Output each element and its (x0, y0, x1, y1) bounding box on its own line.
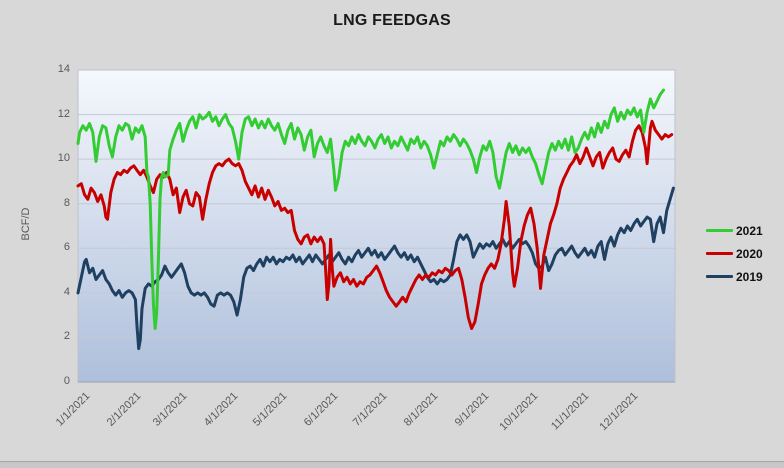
y-axis-title: BCF/D (20, 207, 32, 241)
y-tick-label-0: 0 (63, 375, 70, 387)
bottom-edge-chrome (0, 461, 784, 468)
y-tick-label-6: 6 (63, 241, 70, 254)
legend-line-swatch-2019 (706, 275, 733, 278)
chart-legend: 2021 2020 2019 (706, 219, 763, 288)
legend-item-2019: 2019 (706, 265, 763, 288)
y-tick-label-14: 14 (57, 63, 70, 75)
y-tick-label-10: 10 (57, 152, 70, 165)
legend-label: 2020 (736, 246, 763, 261)
series-line-2021 (76, 88, 665, 330)
series-line-2019 (76, 186, 675, 351)
legend-line-swatch-2021 (706, 229, 733, 232)
y-tick-label-4: 4 (63, 285, 70, 298)
legend-label: 2019 (736, 269, 763, 284)
y-tick-label-12: 12 (57, 107, 70, 120)
y-tick-label-2: 2 (63, 330, 70, 343)
plot-background (78, 70, 675, 382)
legend-line-swatch-2020 (706, 252, 733, 255)
legend-label: 2021 (736, 223, 763, 238)
chart-title: LNG FEEDGAS (333, 12, 451, 29)
y-tick-label-8: 8 (63, 196, 70, 209)
series-line-2020 (76, 119, 674, 330)
legend-item-2021: 2021 (706, 219, 763, 242)
legend-item-2020: 2020 (706, 242, 763, 265)
